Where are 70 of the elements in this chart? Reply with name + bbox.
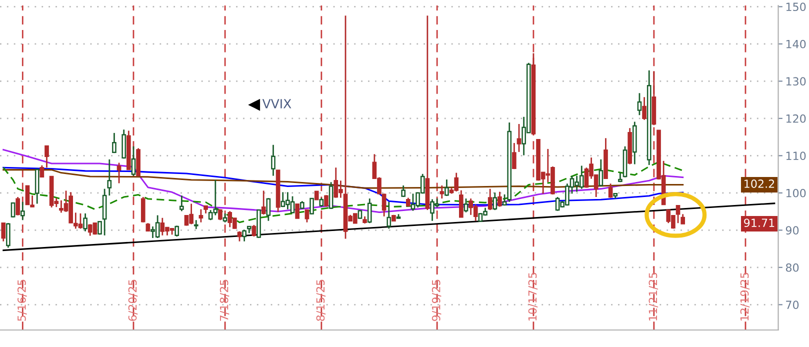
candlestick [83,212,88,232]
annotation: 102.2 [744,180,774,188]
x-tick-label: 12/19/25 [740,272,750,320]
candlestick [237,230,242,242]
candlestick [116,162,122,184]
candlestick [676,204,680,224]
candlestick [266,197,271,222]
candlestick [107,158,112,196]
candlestick [242,229,246,242]
candlestick [180,194,184,212]
x-tick-label: 7/18/25 [220,280,230,321]
candlestick [608,182,613,198]
x-tick-label: 5/16/25 [17,280,27,321]
candlestick [492,192,498,211]
candlestick [464,198,468,213]
candlestick [44,145,49,168]
annotation: 91.71 [744,218,774,228]
x-tick-label: 8/15/25 [316,280,326,321]
candlestick [271,144,276,176]
candlestick [324,194,328,208]
line-series [2,161,684,224]
x-tick-label: 6/20/25 [128,280,138,321]
candlestick [252,224,256,238]
candlestick [310,198,314,215]
candlestick [512,142,516,170]
candlestick [444,178,449,197]
candlestick [642,96,646,121]
candlestick [261,190,266,216]
candlestick [488,188,492,211]
candlestick [98,220,102,236]
candlestick [10,202,16,218]
y-tick-label: 80 [786,263,799,272]
candlestick [34,168,40,204]
candlestick [295,203,300,219]
y-tick-label: 150 [786,2,806,12]
x-tick-label: 10/17/25 [528,272,538,320]
candlestick [304,209,310,224]
candlestick [16,196,20,216]
candlestick [20,201,25,221]
y-tick-label: 130 [786,77,806,86]
candlestick [140,196,146,224]
candlestick [328,181,334,210]
candlestick [598,158,604,187]
candlestick [174,225,180,238]
y-tick-label: 140 [786,40,806,48]
candlestick [198,208,204,224]
candlestick [367,198,372,224]
candlestick [40,164,44,178]
x-tick-label: 11/21/25 [648,272,658,320]
candlestick [1,222,6,242]
annotation: VVIX [262,99,292,108]
candlestick [440,184,444,200]
y-tick-label: 110 [786,152,806,160]
candlestick [680,213,686,225]
candlestick [131,146,136,176]
y-tick-label: 90 [786,226,799,235]
candlestick [102,188,107,236]
x-tick-label: 9/19/25 [432,280,442,321]
candlestick [112,132,116,154]
y-tick-label: 120 [786,114,806,123]
line-series [2,148,684,214]
candlestick [386,201,392,230]
candlestick [498,191,502,208]
y-tick-label: 100 [786,188,806,198]
candlestick [516,123,522,153]
candlestick [637,92,642,116]
candlestick [6,222,10,248]
candlestick [459,190,464,218]
candlestick [122,128,126,160]
y-tick-label: 70 [786,300,799,310]
